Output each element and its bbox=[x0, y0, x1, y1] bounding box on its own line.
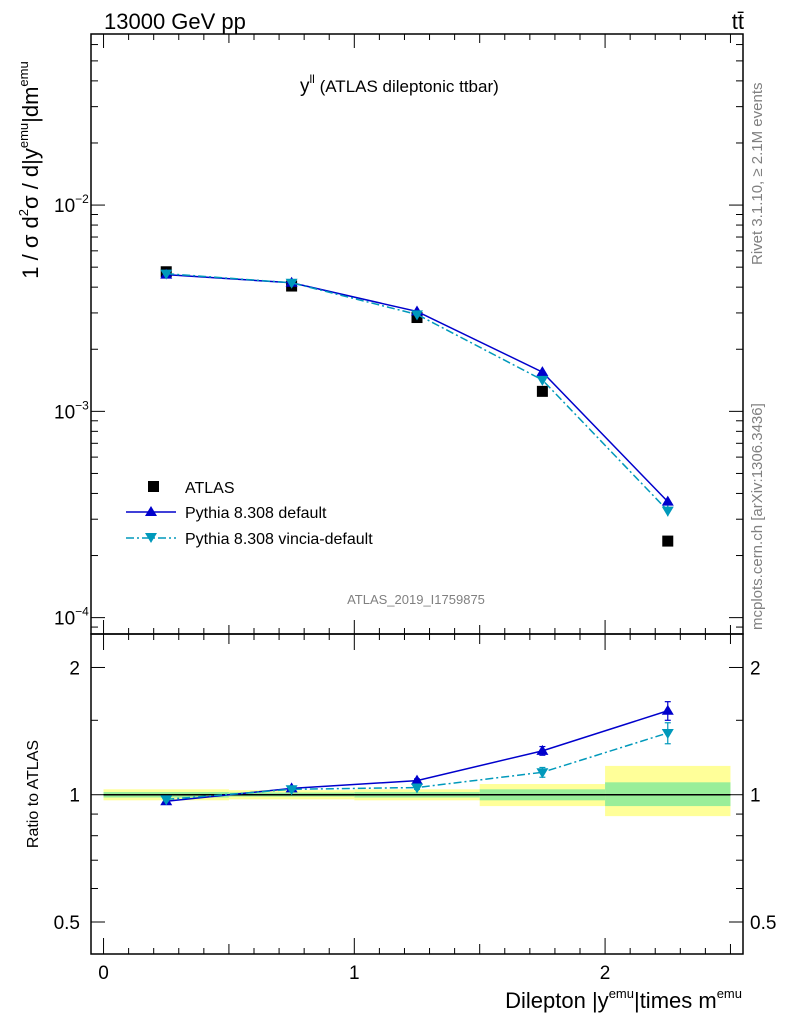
main-panel-ticks: 10−2 10−3 10−4 bbox=[54, 34, 743, 634]
ratio-point-pythia-8-308-vincia-default bbox=[536, 768, 549, 779]
analysis-id: ATLAS_2019_I1759875 bbox=[347, 592, 485, 607]
ratio-ytick-label-left: 1 bbox=[69, 786, 80, 807]
series-line-pythia-8-308-vincia-default bbox=[166, 272, 669, 512]
point-pythia-8-308-vincia-default bbox=[661, 506, 674, 517]
ratio-point-pythia-8-308-vincia-default bbox=[160, 795, 173, 806]
process-label: tt̄ bbox=[732, 9, 744, 34]
main-ylabel: 1 / σ d2σ / d|yemu|dmemu bbox=[16, 61, 43, 278]
main-ytick-label: 10−3 bbox=[54, 398, 89, 423]
ratio-point-pythia-8-308-default bbox=[536, 744, 549, 755]
point-pythia-8-308-vincia-default bbox=[160, 269, 173, 280]
ratio-point-pythia-8-308-vincia-default bbox=[285, 785, 298, 796]
main-panel-marks bbox=[160, 266, 674, 547]
point-pythia-8-308-default bbox=[661, 495, 674, 506]
legend: ATLAS Pythia 8.308 default Pythia 8.308 … bbox=[126, 480, 373, 548]
ratio-ytick-label-right: 2 bbox=[750, 658, 761, 679]
point-pythia-8-308-vincia-default bbox=[536, 375, 549, 386]
xtick-label: 1 bbox=[349, 963, 360, 984]
x-axis-label: Dilepton |yemu|times memu bbox=[505, 986, 742, 1013]
ratio-panel-marks bbox=[160, 701, 674, 806]
xtick-label: 0 bbox=[98, 963, 109, 984]
main-ytick-label: 10−2 bbox=[54, 192, 89, 217]
legend-marker-pythia-vincia bbox=[145, 533, 157, 543]
legend-marker-atlas bbox=[148, 481, 159, 492]
mcplots-label: mcplots.cern.ch [arXiv:1306.3436] bbox=[749, 403, 766, 630]
main-panel-title: yll (ATLAS dileptonic ttbar) bbox=[300, 72, 499, 97]
point-pythia-8-308-vincia-default bbox=[411, 310, 423, 321]
ratio-panel-frame bbox=[90, 633, 744, 955]
ratio-ylabel: Ratio to ATLAS bbox=[25, 740, 42, 848]
ratio-point-pythia-8-308-default bbox=[661, 704, 674, 715]
point-pythia-8-308-default bbox=[536, 366, 549, 377]
rivet-version-label: Rivet 3.1.10, ≥ 2.1M events bbox=[749, 83, 766, 266]
ratio-ytick-label-right: 0.5 bbox=[750, 913, 776, 934]
ratio-panel-ticks: 0.5 0.5 1 1 2 2 0 1 2 bbox=[54, 634, 776, 984]
ratio-point-pythia-8-308-vincia-default bbox=[661, 728, 674, 739]
legend-marker-pythia-default bbox=[145, 506, 157, 516]
main-ytick-label: 10−4 bbox=[54, 605, 89, 630]
ratio-ytick-label-left: 2 bbox=[69, 658, 80, 679]
point-atlas bbox=[662, 535, 674, 547]
ratio-ytick-label-left: 0.5 bbox=[54, 913, 80, 934]
energy-label: 13000 GeV pp bbox=[104, 9, 246, 34]
legend-label-pythia-default: Pythia 8.308 default bbox=[185, 505, 327, 522]
ratio-point-pythia-8-308-default bbox=[411, 774, 423, 785]
ratio-ytick-label-right: 1 bbox=[750, 786, 761, 807]
xtick-label: 2 bbox=[600, 963, 611, 984]
point-pythia-8-308-vincia-default bbox=[285, 278, 298, 289]
ratio-point-pythia-8-308-vincia-default bbox=[411, 783, 423, 794]
legend-label-atlas: ATLAS bbox=[185, 480, 235, 497]
point-atlas bbox=[536, 385, 548, 397]
legend-label-pythia-vincia: Pythia 8.308 vincia-default bbox=[185, 531, 373, 548]
